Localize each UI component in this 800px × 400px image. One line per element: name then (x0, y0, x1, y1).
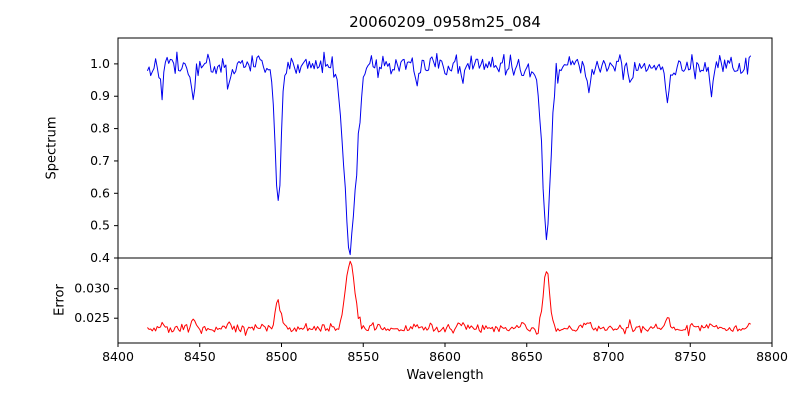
svg-text:0.6: 0.6 (90, 185, 110, 200)
svg-text:0.025: 0.025 (74, 310, 110, 325)
svg-text:0.030: 0.030 (74, 281, 110, 296)
svg-text:8600: 8600 (429, 349, 461, 364)
svg-text:0.5: 0.5 (90, 218, 110, 233)
svg-text:0.8: 0.8 (90, 121, 110, 136)
y-axis-label-spectrum: Spectrum (44, 116, 60, 180)
svg-text:1.0: 1.0 (90, 56, 110, 71)
svg-text:8400: 8400 (102, 349, 134, 364)
svg-text:8450: 8450 (184, 349, 216, 364)
chart-title: 20060209_0958m25_084 (349, 13, 541, 31)
svg-text:8550: 8550 (347, 349, 379, 364)
svg-text:8750: 8750 (674, 349, 706, 364)
svg-text:8500: 8500 (266, 349, 298, 364)
x-axis-label: Wavelength (406, 368, 484, 383)
svg-text:8650: 8650 (511, 349, 543, 364)
svg-text:0.7: 0.7 (90, 153, 110, 168)
y-axis-label-error: Error (52, 284, 68, 316)
svg-text:8800: 8800 (756, 349, 788, 364)
svg-text:8700: 8700 (593, 349, 625, 364)
svg-text:0.4: 0.4 (90, 250, 110, 265)
svg-text:0.9: 0.9 (90, 88, 110, 103)
